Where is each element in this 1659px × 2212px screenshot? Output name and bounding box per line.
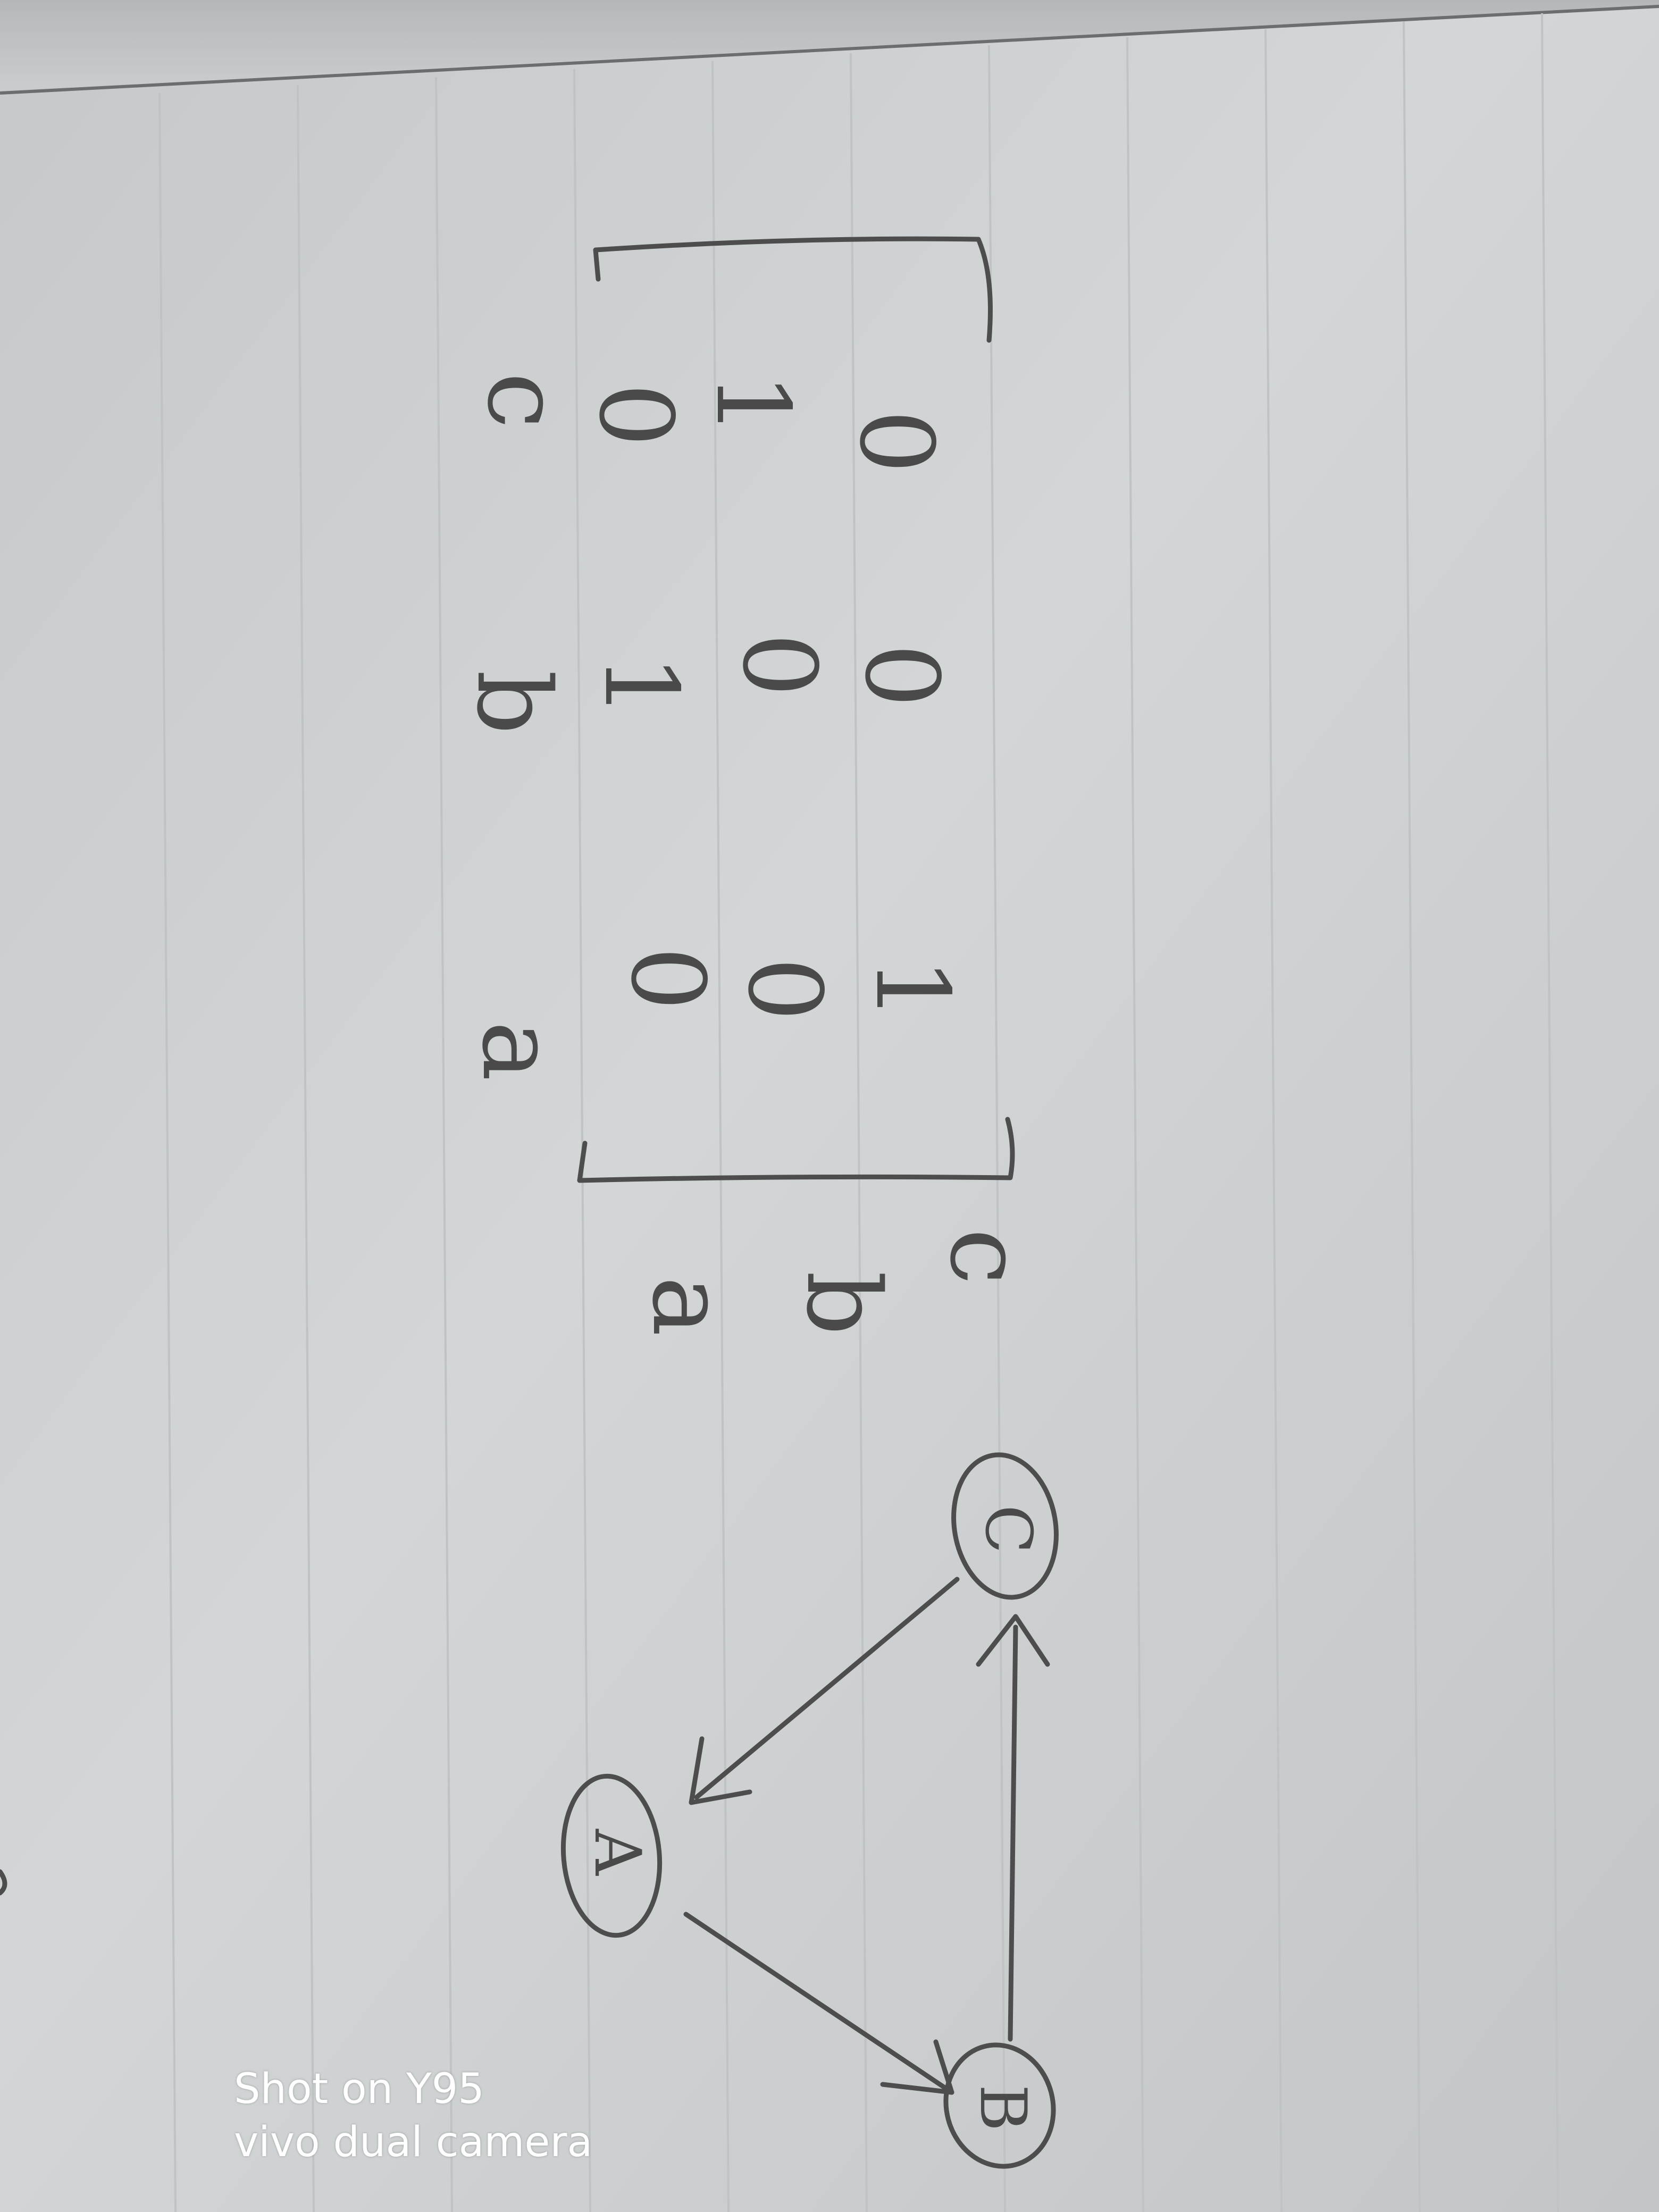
- graph-node-label: B: [966, 2084, 1040, 2131]
- graph-edge-b-c: [1008, 1624, 1018, 2042]
- pencil-smudge: [0, 1869, 7, 1896]
- matrix-cell: 0: [577, 383, 694, 447]
- arrowhead-icon: [880, 2039, 954, 2095]
- matrix-cell: 0: [837, 409, 955, 474]
- matrix-cell: 0: [726, 957, 843, 1021]
- matrix-cell: 0: [720, 633, 838, 697]
- matrix-row-label: a: [460, 1021, 577, 1081]
- matrix-column-label: a: [630, 1276, 748, 1336]
- matrix-cell: 1: [694, 372, 811, 437]
- graph-edge-a-b: [683, 1912, 954, 2095]
- paper-top-edge: [0, 5, 1659, 95]
- graph-node-c: [951, 1452, 1059, 1600]
- matrix-row-label: b: [455, 670, 572, 735]
- arrowhead-icon: [689, 1736, 752, 1805]
- matrix-bracket-bottom: [577, 1117, 1015, 1183]
- watermark-line-2: vivo dual camera: [234, 2118, 593, 2166]
- matrix-column-label: b: [784, 1271, 902, 1336]
- watermark-line-1: Shot on Y95: [234, 2065, 484, 2113]
- paper-top-area: [0, 0, 1659, 90]
- matrix-cell: 0: [843, 643, 960, 708]
- camera-watermark: Shot on Y95 vivo dual camera: [74, 2068, 659, 2175]
- graph-node-label: A: [580, 1829, 654, 1876]
- matrix-column-label: c: [928, 1228, 1045, 1285]
- graph-node-b: [943, 2042, 1056, 2169]
- arrowhead-icon: [976, 1614, 1050, 1667]
- matrix-cell: 1: [582, 654, 700, 718]
- graph-edge-c-a: [694, 1577, 960, 1800]
- ruled-lines: [158, 13, 1559, 2212]
- matrix-bracket-top: [593, 236, 993, 343]
- graph-node-label: C: [971, 1505, 1045, 1554]
- matrix-row-label: c: [465, 372, 583, 429]
- matrix-cell: 1: [853, 957, 971, 1021]
- graph-node-a: [560, 1773, 663, 1938]
- matrix-cell: 0: [609, 946, 726, 1011]
